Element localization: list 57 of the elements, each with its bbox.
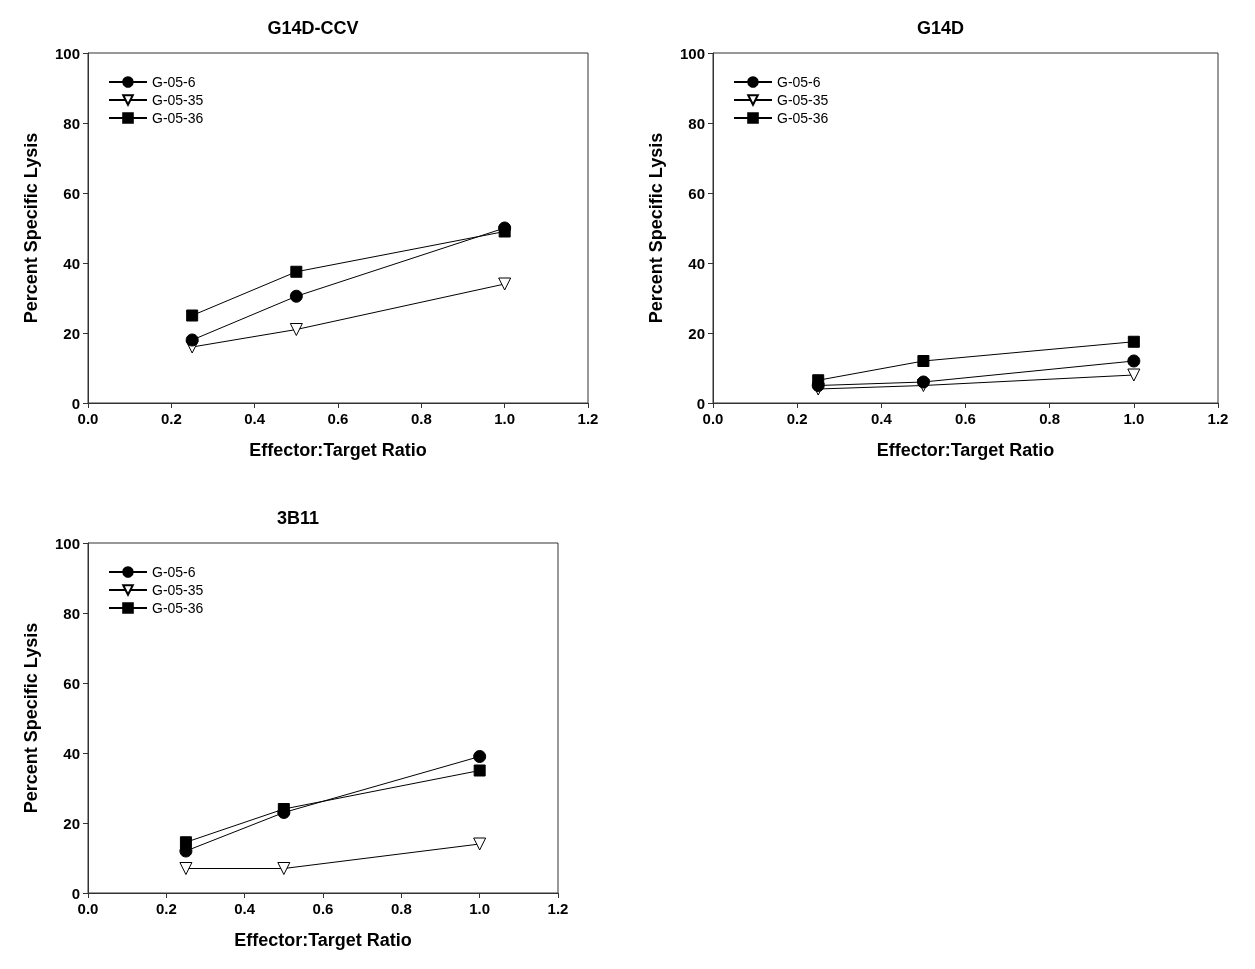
legend-label: G-05-36 xyxy=(152,600,204,616)
y-tick-label: 100 xyxy=(54,534,80,552)
y-tick-label: 0 xyxy=(696,394,705,412)
legend-label: G-05-35 xyxy=(777,92,829,108)
legend-label: G-05-35 xyxy=(152,92,204,108)
x-axis-title: Effector:Target Ratio xyxy=(234,930,412,950)
y-tick-label: 60 xyxy=(63,674,80,692)
y-tick-label: 20 xyxy=(63,324,80,342)
y-axis-title: Percent Specific Lysis xyxy=(21,622,41,814)
legend-label: G-05-36 xyxy=(777,110,829,126)
x-tick-label: 1.2 xyxy=(577,410,599,427)
y-tick-label: 0 xyxy=(71,394,80,412)
y-tick-label: 80 xyxy=(688,114,705,132)
y-tick-label: 40 xyxy=(63,744,80,762)
chart-title: G14D-CCV xyxy=(267,18,359,38)
legend-label: G-05-6 xyxy=(152,74,196,90)
legend-label: G-05-36 xyxy=(152,110,204,126)
x-tick-label: 0.2 xyxy=(160,410,182,427)
x-tick-label: 0.6 xyxy=(955,410,976,427)
chart-title: G14D xyxy=(916,18,965,38)
x-axis-title: Effector:Target Ratio xyxy=(876,440,1055,460)
y-tick-label: 40 xyxy=(688,254,705,272)
y-tick-label: 80 xyxy=(63,114,80,132)
x-tick-label: 0.6 xyxy=(327,410,349,427)
x-tick-label: 0.0 xyxy=(77,900,99,917)
y-tick-label: 100 xyxy=(54,44,80,62)
x-tick-label: 0.2 xyxy=(155,900,177,917)
x-tick-label: 1.0 xyxy=(494,410,516,427)
x-tick-label: 1.0 xyxy=(469,900,491,917)
y-tick-label: 20 xyxy=(688,324,705,342)
y-tick-label: 40 xyxy=(63,254,80,272)
legend-label: G-05-6 xyxy=(152,564,196,580)
y-tick-label: 20 xyxy=(63,814,80,832)
x-tick-label: 0.4 xyxy=(234,900,256,917)
x-axis-title: Effector:Target Ratio xyxy=(249,440,427,460)
y-tick-label: 80 xyxy=(63,604,80,622)
x-tick-label: 1.0 xyxy=(1123,410,1145,427)
x-tick-label: 0.8 xyxy=(390,900,412,917)
x-tick-label: 0.4 xyxy=(244,410,266,427)
y-tick-label: 100 xyxy=(679,44,705,62)
y-tick-label: 60 xyxy=(688,184,705,202)
y-axis-title: Percent Specific Lysis xyxy=(646,132,666,324)
x-tick-label: 0.2 xyxy=(786,410,808,427)
x-tick-label: 0.6 xyxy=(312,900,334,917)
x-tick-label: 0.4 xyxy=(870,410,893,427)
legend-label: G-05-6 xyxy=(777,74,821,90)
x-tick-label: 1.2 xyxy=(1207,410,1229,427)
y-tick-label: 0 xyxy=(71,884,80,902)
x-tick-label: 0.0 xyxy=(77,410,99,427)
x-tick-label: 0.0 xyxy=(702,410,724,427)
x-tick-label: 0.8 xyxy=(410,410,432,427)
chart-title: 3B11 xyxy=(276,508,320,528)
x-tick-label: 1.2 xyxy=(547,900,569,917)
y-tick-label: 60 xyxy=(63,184,80,202)
x-tick-label: 0.8 xyxy=(1039,410,1061,427)
y-axis-title: Percent Specific Lysis xyxy=(21,132,41,324)
legend-label: G-05-35 xyxy=(152,582,204,598)
